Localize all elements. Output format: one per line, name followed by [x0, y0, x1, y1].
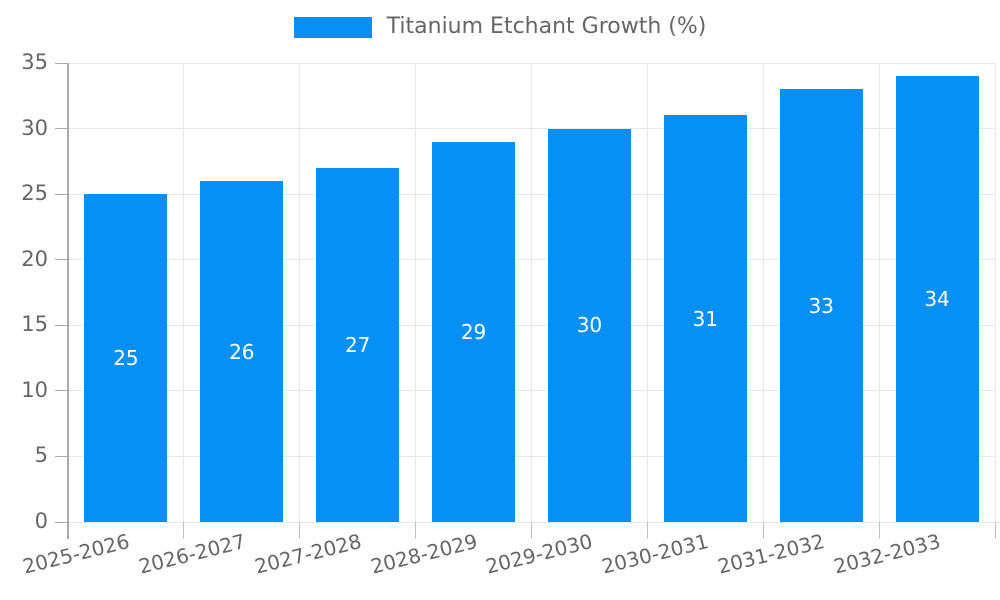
y-tick-mark — [55, 193, 68, 195]
bar-value-label: 27 — [344, 332, 371, 357]
y-tick-label: 0 — [34, 509, 48, 534]
bar[interactable] — [547, 128, 631, 522]
gridline-vertical — [994, 63, 996, 522]
x-tick-mark — [878, 522, 880, 539]
legend-label: Titanium Etchant Growth (%) — [386, 14, 707, 39]
legend-swatch — [293, 16, 372, 38]
y-tick-mark — [55, 521, 68, 523]
bar-value-label: 30 — [576, 313, 603, 338]
x-tick-mark — [531, 522, 532, 539]
bar[interactable] — [895, 76, 979, 522]
bar[interactable] — [200, 181, 284, 522]
bar-value-label: 26 — [229, 339, 255, 364]
gridline-horizontal — [68, 521, 1000, 523]
y-tick-mark — [55, 390, 68, 392]
gridline-vertical — [183, 63, 185, 522]
y-axis-line — [67, 63, 69, 539]
bar[interactable] — [779, 89, 863, 522]
y-tick-label: 20 — [21, 246, 48, 271]
x-tick-mark — [415, 522, 417, 539]
y-tick-label: 10 — [21, 377, 48, 402]
gridline-vertical — [646, 63, 648, 522]
gridline-vertical — [531, 63, 532, 522]
y-tick-label: 25 — [21, 181, 48, 206]
y-tick-label: 35 — [21, 50, 48, 75]
bar-value-label: 31 — [692, 306, 719, 331]
gridline-vertical — [762, 63, 764, 522]
x-tick-mark — [299, 522, 301, 539]
y-tick-mark — [55, 128, 68, 130]
bar-value-label: 29 — [460, 319, 487, 344]
y-tick-label: 30 — [21, 115, 48, 140]
y-tick-mark — [55, 455, 68, 457]
gridline-vertical — [299, 63, 301, 522]
bar[interactable] — [663, 115, 747, 522]
bar-value-label: 25 — [113, 346, 139, 371]
bar[interactable] — [84, 194, 168, 522]
y-tick-mark — [55, 259, 68, 261]
bar-value-label: 34 — [924, 287, 950, 312]
x-tick-mark — [994, 522, 996, 539]
x-tick-mark — [183, 522, 185, 539]
bar[interactable] — [316, 167, 400, 522]
bar-value-label: 33 — [808, 293, 834, 318]
y-tick-label: 5 — [34, 443, 48, 468]
y-tick-label: 15 — [21, 312, 48, 337]
gridline-vertical — [415, 63, 417, 522]
y-tick-mark — [55, 62, 68, 64]
bar[interactable] — [432, 141, 516, 522]
legend[interactable]: Titanium Etchant Growth (%) — [0, 14, 1000, 40]
gridline-vertical — [878, 63, 880, 522]
x-tick-mark — [646, 522, 648, 539]
y-tick-mark — [55, 324, 68, 326]
x-tick-mark — [762, 522, 764, 539]
